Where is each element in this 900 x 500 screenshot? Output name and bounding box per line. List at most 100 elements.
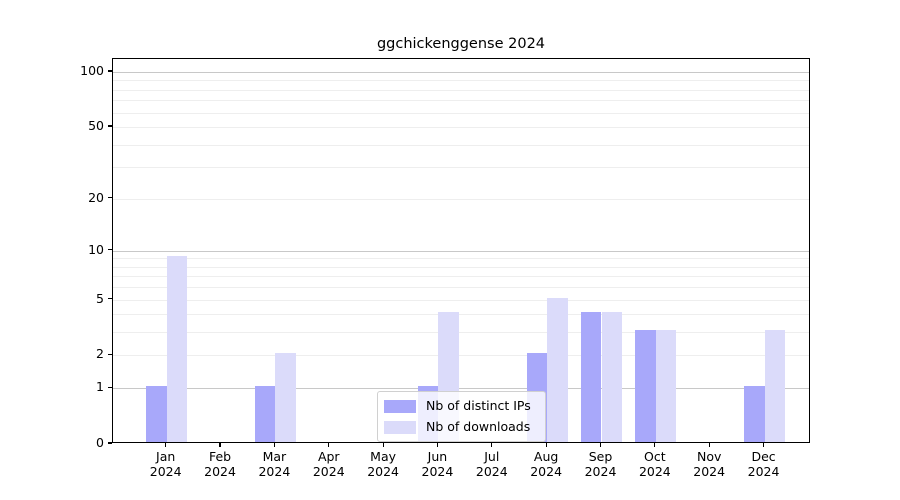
minor-gridline: [113, 276, 809, 278]
legend-item-distinct-ips: Nb of distinct IPs: [384, 398, 531, 414]
minor-gridline: [113, 355, 809, 357]
minor-gridline: [113, 198, 809, 200]
year-label: 2024: [421, 464, 454, 479]
y-axis-tick-label: 5: [96, 290, 104, 306]
y-axis-tick: [108, 125, 112, 127]
legend-label-downloads: Nb of downloads: [426, 419, 531, 434]
year-label: 2024: [258, 464, 291, 479]
major-gridline: [113, 250, 809, 252]
month-label: Feb: [208, 449, 232, 464]
year-label: 2024: [475, 464, 508, 479]
x-axis-tick-label: Apr 2024: [299, 449, 359, 479]
y-axis-tick: [108, 196, 112, 199]
x-axis-tick-label: Nov 2024: [679, 449, 739, 479]
x-axis-tick-label: Jan 2024: [136, 449, 196, 479]
minor-gridline: [113, 144, 809, 146]
y-axis-tick: [108, 442, 112, 444]
year-label: 2024: [693, 464, 726, 479]
month-label: Aug: [533, 449, 559, 464]
year-label: 2024: [312, 464, 345, 479]
legend-item-downloads: Nb of downloads: [384, 419, 531, 435]
month-label: Dec: [751, 449, 776, 464]
year-label: 2024: [747, 464, 780, 479]
month-label: Apr: [317, 449, 340, 464]
x-axis-tick-label: Aug 2024: [516, 449, 576, 479]
bar-distinct-ips-jan: [146, 386, 167, 442]
bar-downloads-jan: [166, 256, 188, 442]
x-axis-tick: [328, 443, 330, 447]
month-label: Jun: [427, 449, 448, 464]
x-axis-tick: [273, 443, 275, 447]
bar-downloads-oct: [655, 330, 677, 442]
legend-swatch-distinct-ips: [384, 399, 416, 413]
y-axis-tick: [108, 249, 112, 251]
minor-gridline: [113, 100, 809, 102]
x-axis-tick-label: Dec 2024: [734, 449, 794, 479]
x-axis-tick: [382, 443, 384, 447]
x-axis-tick: [762, 443, 765, 447]
year-label: 2024: [149, 464, 182, 479]
y-axis-tick: [108, 297, 112, 300]
year-label: 2024: [367, 464, 399, 479]
x-axis-tick: [708, 443, 710, 447]
minor-gridline: [113, 332, 809, 334]
y-axis-tick-label: 2: [96, 346, 104, 362]
legend-label-distinct-ips: Nb of distinct IPs: [426, 398, 531, 413]
minor-gridline: [113, 167, 809, 169]
x-axis-tick-label: Jul 2024: [462, 449, 522, 479]
minor-gridline: [113, 314, 809, 316]
x-axis-tick: [436, 443, 439, 447]
x-axis-tick: [545, 443, 547, 447]
bar-distinct-ips-sep: [580, 312, 602, 442]
year-label: 2024: [204, 464, 236, 479]
y-axis-tick-label: 100: [80, 63, 104, 78]
year-label: 2024: [638, 464, 671, 479]
x-axis-tick-label: Feb 2024: [190, 449, 250, 479]
plot-area: [112, 58, 810, 443]
minor-gridline: [113, 266, 809, 268]
month-label: Jul: [484, 449, 500, 464]
bar-distinct-ips-mar: [254, 386, 276, 442]
y-axis-tick-label: 20: [88, 189, 104, 205]
bar-downloads-aug: [547, 297, 568, 442]
minor-gridline: [113, 299, 809, 301]
legend: Nb of distinct IPs Nb of downloads: [377, 391, 546, 442]
minor-gridline: [113, 127, 809, 129]
month-label: Mar: [262, 449, 287, 464]
y-axis-tick-label: 0: [96, 435, 104, 450]
x-axis-tick: [654, 443, 656, 447]
year-label: 2024: [530, 464, 563, 479]
x-axis-tick-label: Jun 2024: [407, 449, 467, 479]
x-axis-tick-label: Sep 2024: [571, 449, 631, 479]
minor-gridline: [113, 112, 809, 114]
legend-swatch-downloads: [384, 420, 416, 434]
bar-distinct-ips-dec: [743, 386, 765, 442]
x-axis-tick-label: Mar 2024: [244, 449, 304, 479]
x-axis-tick-label: Oct 2024: [625, 449, 685, 479]
minor-gridline: [113, 258, 809, 260]
month-label: Nov: [696, 449, 722, 464]
y-axis-tick: [108, 70, 112, 72]
y-axis-tick-label: 50: [88, 118, 104, 134]
minor-gridline: [113, 80, 809, 82]
x-axis-tick: [491, 443, 493, 447]
y-axis-tick: [108, 353, 112, 356]
bar-downloads-dec: [764, 330, 786, 442]
x-axis-tick: [599, 443, 602, 447]
y-axis-tick: [108, 386, 112, 388]
bar-distinct-ips-oct: [635, 330, 656, 442]
y-axis-tick-label: 1: [96, 379, 104, 395]
major-gridline: [113, 388, 809, 390]
x-axis-tick: [219, 443, 221, 447]
year-label: 2024: [584, 464, 617, 479]
x-axis-tick: [165, 443, 167, 447]
bar-downloads-sep: [601, 312, 623, 442]
chart-title: ggchickenggense 2024: [376, 36, 546, 52]
y-axis-tick-label: 10: [88, 241, 104, 257]
major-gridline: [113, 72, 809, 73]
month-label: Jan: [156, 449, 176, 464]
minor-gridline: [113, 89, 809, 91]
month-label: Sep: [588, 449, 613, 464]
minor-gridline: [113, 287, 809, 289]
